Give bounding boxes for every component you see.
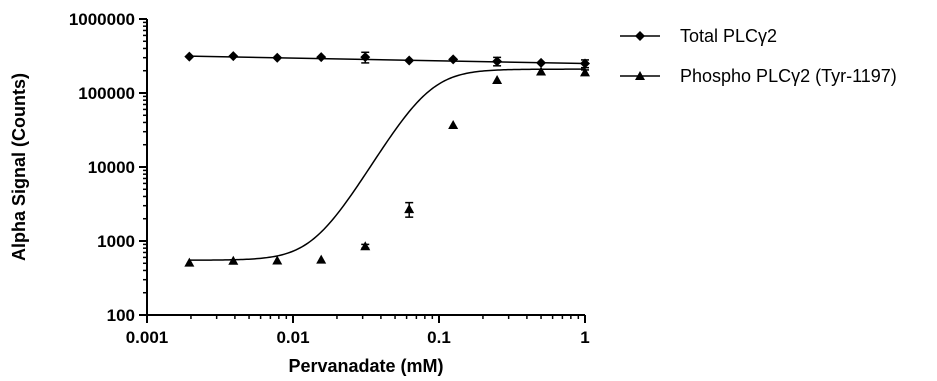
data-point-phospho [580,67,590,77]
x-ticks: 0.001 0.01 0.1 1 [126,315,590,347]
data-point-phospho [360,241,371,251]
y-tick-label: 100 [107,306,135,325]
data-point-total [272,52,283,63]
y-tick-label: 1000000 [69,10,135,29]
data-point-total [448,54,459,65]
plot-area: 100 1000 10000 100000 1000000 0.001 0.01 0.1 1 [69,10,590,347]
error-bars [361,51,589,249]
legend-marker-diamond [635,31,645,41]
x-tick-label: 0.1 [427,328,451,347]
fit-line-total [189,55,586,65]
fit-curves [189,55,586,261]
y-ticks: 100 1000 10000 100000 1000000 [69,10,147,325]
legend-marker-triangle [635,71,645,80]
data-point-total [536,57,547,68]
y-tick-label: 100000 [78,84,135,103]
data-point-phospho [316,254,327,264]
data-point-total [360,52,371,63]
legend-entry: Phospho PLCγ2 (Tyr-1197) [620,66,897,86]
data-point-phospho [228,255,239,265]
x-tick-label: 0.001 [126,328,169,347]
x-axis-title: Pervanadate (mM) [288,356,443,376]
data-point-total [580,58,590,69]
x-tick-label: 1 [580,328,589,347]
fit-curve-phospho [189,68,585,261]
data-point-total [228,51,239,62]
legend-label: Phospho PLCγ2 (Tyr-1197) [680,66,897,86]
y-axis-title: Alpha Signal (Counts) [9,73,29,261]
data-point-phospho [536,66,547,76]
data-point-total [404,55,415,66]
data-point-phospho [184,257,195,267]
data-point-phospho [492,74,503,84]
legend: Total PLCγ2 Phospho PLCγ2 (Tyr-1197) [620,26,897,86]
data-point-total [184,51,195,62]
data-point-total [316,52,327,63]
data-point-phospho [272,255,283,265]
x-tick-label: 0.01 [276,328,309,347]
legend-entry: Total PLCγ2 [620,26,777,46]
legend-label: Total PLCγ2 [680,26,777,46]
data-point-total [492,56,503,67]
y-tick-label: 1000 [97,232,135,251]
data-point-phospho [404,204,415,214]
data-point-phospho [448,119,459,129]
y-tick-label: 10000 [88,158,135,177]
data-markers [184,51,590,267]
